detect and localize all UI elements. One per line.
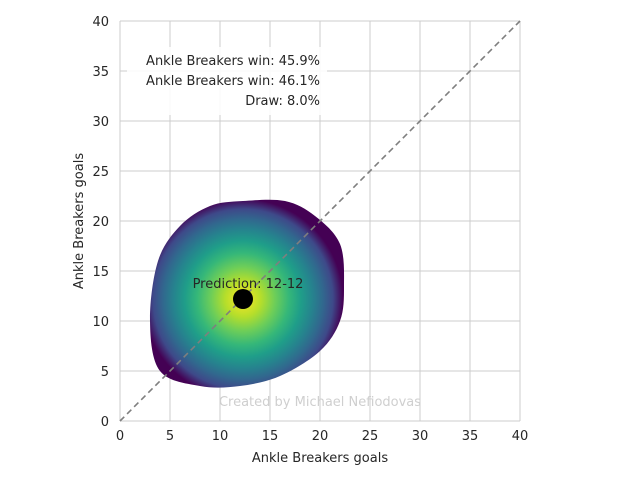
- y-tick-label-25: 25: [92, 165, 109, 180]
- x-tick-label-20: 20: [312, 429, 329, 444]
- draw-text: Draw: 8.0%: [245, 94, 320, 109]
- y-tick-label-40: 40: [92, 15, 109, 30]
- prediction-label: Prediction: 12-12: [193, 277, 304, 292]
- win-a-text: Ankle Breakers win: 45.9%: [146, 54, 320, 69]
- diagonal-layer: [119, 20, 521, 422]
- x-tick-label-40: 40: [512, 429, 529, 444]
- y-tick-label-5: 5: [101, 365, 109, 380]
- y-tick-label-15: 15: [92, 265, 109, 280]
- probability-box-bg: [127, 47, 327, 115]
- x-tick-label-15: 15: [262, 429, 279, 444]
- y-tick-label-35: 35: [92, 65, 109, 80]
- y-axis-label: Ankle Breakers goals: [72, 153, 87, 289]
- x-tick-label-30: 30: [412, 429, 429, 444]
- y-tick-label-20: 20: [92, 215, 109, 230]
- x-axis-label: Ankle Breakers goals: [252, 451, 388, 466]
- y-tick-label-0: 0: [101, 415, 109, 430]
- prediction-point: [233, 289, 253, 309]
- x-tick-label-5: 5: [166, 429, 174, 444]
- probability-box: Ankle Breakers win: 45.9% Ankle Breakers…: [127, 47, 327, 115]
- diagonal-line: [119, 20, 521, 422]
- x-tick-label-35: 35: [462, 429, 479, 444]
- x-tick-label-10: 10: [212, 429, 229, 444]
- x-tick-label-25: 25: [362, 429, 379, 444]
- y-tick-label-10: 10: [92, 315, 109, 330]
- x-tick-label-0: 0: [116, 429, 124, 444]
- y-tick-label-30: 30: [92, 115, 109, 130]
- tick-labels: 0 5 10 15 20 25 30 35 40 0 5 10 15 20 25 30 35 40: [92, 15, 528, 444]
- win-b-text: Ankle Breakers win: 46.1%: [146, 74, 320, 89]
- watermark: Created by Michael Nefiodovas: [219, 395, 421, 410]
